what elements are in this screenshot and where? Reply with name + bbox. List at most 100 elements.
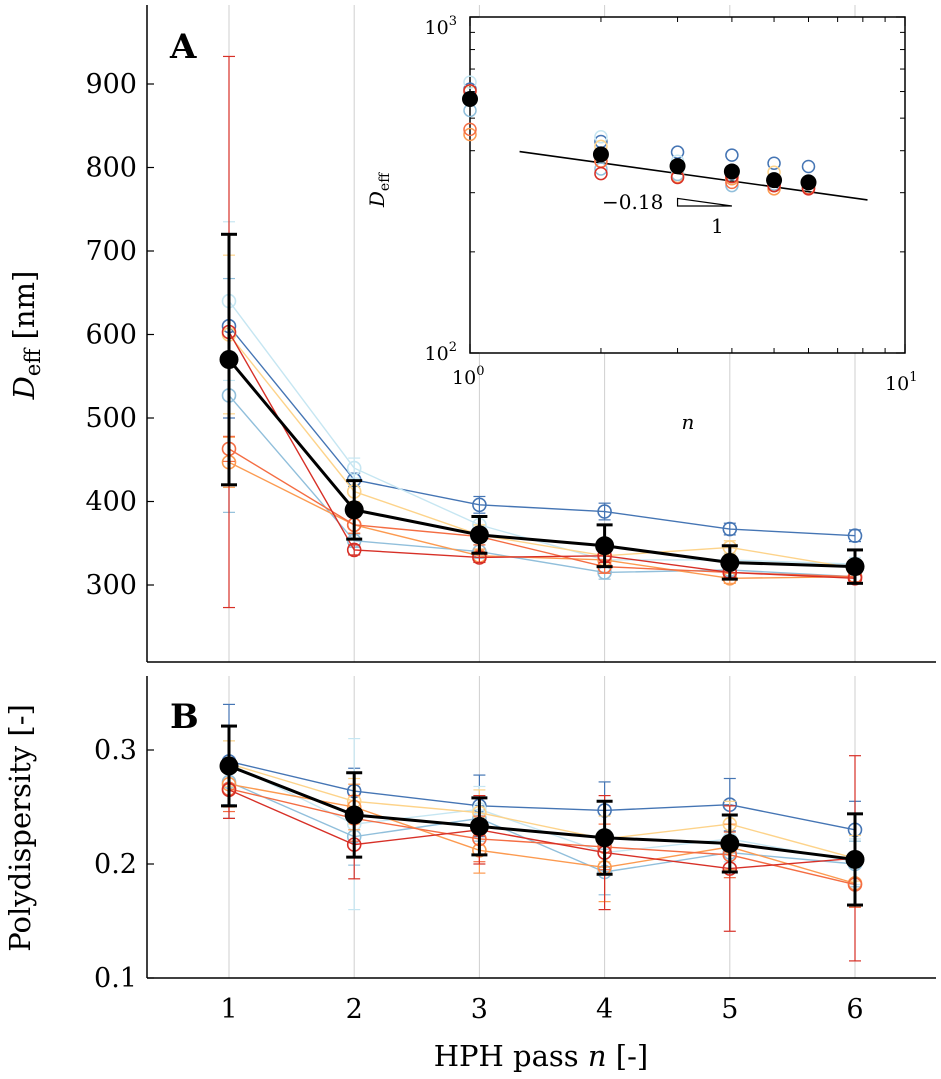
panel-b-label: B	[170, 697, 199, 737]
inset-y-tick-label: 102	[425, 340, 457, 365]
panel-b: 0.1 0.2 0.3 1 2 3 4 5 6 B Polydispersity [-]	[3, 676, 936, 1025]
data-point	[219, 756, 239, 776]
panel-a-y-ticks: 300 400 500 600 700 800 900	[85, 69, 154, 601]
data-point	[344, 500, 364, 520]
inset-data-point	[801, 159, 816, 174]
x-axis-label-var: n	[588, 1039, 607, 1073]
inset-y-tick-exp: 2	[449, 340, 457, 355]
inset-data-point	[725, 148, 739, 162]
x-tick-label: 1	[220, 994, 237, 1025]
series-dark-blue	[221, 703, 863, 859]
panel-a-y-axis-label-main: D	[7, 376, 41, 400]
data-point	[720, 833, 740, 853]
inset-y-tick-base: 10	[425, 343, 449, 365]
y-tick-label: 400	[85, 487, 137, 518]
data-point	[469, 816, 489, 836]
inset-data-point	[669, 158, 686, 175]
inset-series	[462, 75, 817, 196]
series-pale-blue	[221, 737, 863, 911]
x-tick-label: 5	[721, 994, 738, 1025]
data-point	[346, 542, 362, 558]
series-mean	[219, 724, 865, 907]
inset-data-point	[725, 178, 739, 193]
data-point	[472, 497, 487, 513]
inset-data-point	[767, 156, 781, 171]
inset-data-point	[463, 127, 477, 142]
panel-a-y-axis-label-unit: [nm]	[7, 271, 41, 349]
y-tick-label: 0.3	[94, 735, 137, 766]
inset-x-tick-base: 10	[885, 373, 909, 395]
x-tick-label: 2	[346, 994, 363, 1025]
y-tick-label: 0.2	[94, 849, 137, 880]
inset-x-tick-labels: 100 101	[452, 364, 917, 395]
series-line	[228, 760, 856, 831]
inset-data-point	[463, 75, 477, 89]
inset-x-tick-exp: 0	[476, 364, 484, 379]
y-tick-label: 800	[85, 153, 137, 184]
data-point	[597, 504, 612, 519]
inset-x-tick-exp: 1	[909, 370, 917, 385]
inset-y-tick-label: 103	[425, 14, 457, 39]
inset-data-point	[723, 163, 740, 180]
inset-data-point	[766, 172, 783, 189]
inset-data-point	[463, 122, 477, 137]
inset-data-point	[594, 162, 608, 176]
inset-data-point	[594, 166, 608, 181]
series-line	[227, 358, 856, 569]
inset-y-axis-label: Deff	[365, 172, 393, 208]
series-line	[228, 331, 856, 580]
series-line	[228, 325, 856, 537]
inset-y-tick-labels: 102 103	[425, 14, 457, 365]
inset-data-point	[592, 146, 609, 163]
inset-y-axis-label-main: D	[365, 191, 389, 208]
series-line	[228, 788, 856, 886]
y-tick-label: 600	[85, 320, 137, 351]
data-point	[720, 552, 740, 572]
data-point	[847, 528, 863, 544]
data-point	[344, 805, 364, 825]
data-point	[469, 525, 489, 545]
x-axis-label: HPH pass n [-]	[434, 1039, 649, 1073]
inset-y-axis-label-sub: eff	[377, 172, 393, 191]
data-point	[595, 828, 615, 848]
series-line	[228, 783, 856, 885]
inset-ticks	[469, 16, 906, 354]
inset-y-tick-base: 10	[425, 17, 449, 39]
data-point	[845, 849, 865, 869]
series-line	[228, 781, 856, 873]
data-point	[219, 350, 239, 370]
panel-b-x-ticks: 1 2 3 4 5 6	[220, 994, 863, 1025]
x-axis-label-suffix: [-]	[607, 1039, 649, 1073]
series-line	[228, 394, 856, 578]
panel-b-series	[219, 703, 865, 962]
series-mean	[219, 232, 865, 585]
series-light-blue	[221, 758, 863, 896]
data-point	[346, 460, 362, 476]
y-tick-label: 0.1	[94, 963, 137, 994]
inset-x-axis-label: n	[682, 410, 695, 434]
x-axis-label-prefix: HPH pass	[434, 1039, 588, 1073]
series-line	[228, 789, 856, 870]
inset-slope-run-label: 1	[711, 214, 724, 238]
inset-x-tick-label: 101	[885, 370, 917, 395]
series-line	[228, 300, 856, 565]
inset-x-tick-base: 10	[452, 367, 476, 389]
inset-slope-triangle	[676, 197, 732, 207]
x-tick-label: 6	[846, 994, 863, 1025]
data-point	[595, 536, 615, 556]
series-orange	[221, 765, 863, 908]
panel-b-y-ticks: 0.1 0.2 0.3	[94, 735, 154, 994]
y-tick-label: 900	[85, 69, 137, 100]
data-point	[722, 521, 738, 537]
panel-a-y-axis-label: Deff [nm]	[7, 271, 45, 401]
panel-a-series	[219, 55, 865, 609]
x-tick-label: 3	[471, 994, 488, 1025]
series-yellow	[221, 740, 863, 882]
inset-data-point	[800, 174, 817, 191]
inset-series-mean	[462, 91, 817, 191]
inset-data-point	[462, 91, 478, 108]
panel-a-y-axis-label-sub: eff	[21, 347, 45, 376]
panel-b-y-axis-label: Polydispersity [-]	[3, 704, 37, 952]
x-tick-label: 4	[596, 994, 613, 1025]
